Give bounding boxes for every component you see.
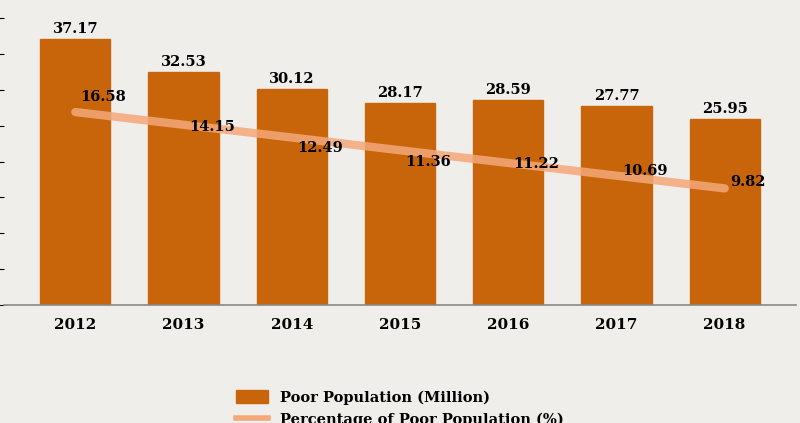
Text: 12.49: 12.49: [297, 141, 343, 155]
Text: 30.12: 30.12: [269, 72, 314, 86]
Legend: Poor Population (Million), Percentage of Poor Population (%): Poor Population (Million), Percentage of…: [230, 385, 570, 423]
Text: 28.17: 28.17: [377, 86, 423, 100]
Text: 9.82: 9.82: [730, 175, 766, 189]
Bar: [148, 72, 218, 305]
Text: 11.36: 11.36: [406, 155, 451, 169]
Text: 16.58: 16.58: [81, 90, 126, 104]
Bar: [582, 106, 652, 305]
Bar: [365, 103, 435, 305]
Bar: [257, 89, 327, 305]
Bar: [473, 100, 543, 305]
Text: 14.15: 14.15: [189, 121, 235, 135]
Bar: [690, 119, 760, 305]
Text: 28.59: 28.59: [486, 83, 531, 97]
Text: 37.17: 37.17: [53, 22, 98, 36]
Bar: [40, 39, 110, 305]
Text: 25.95: 25.95: [702, 102, 748, 116]
Text: 11.22: 11.22: [514, 157, 560, 171]
Text: 10.69: 10.69: [622, 164, 667, 178]
Text: 27.77: 27.77: [594, 89, 639, 103]
Text: 32.53: 32.53: [161, 55, 206, 69]
